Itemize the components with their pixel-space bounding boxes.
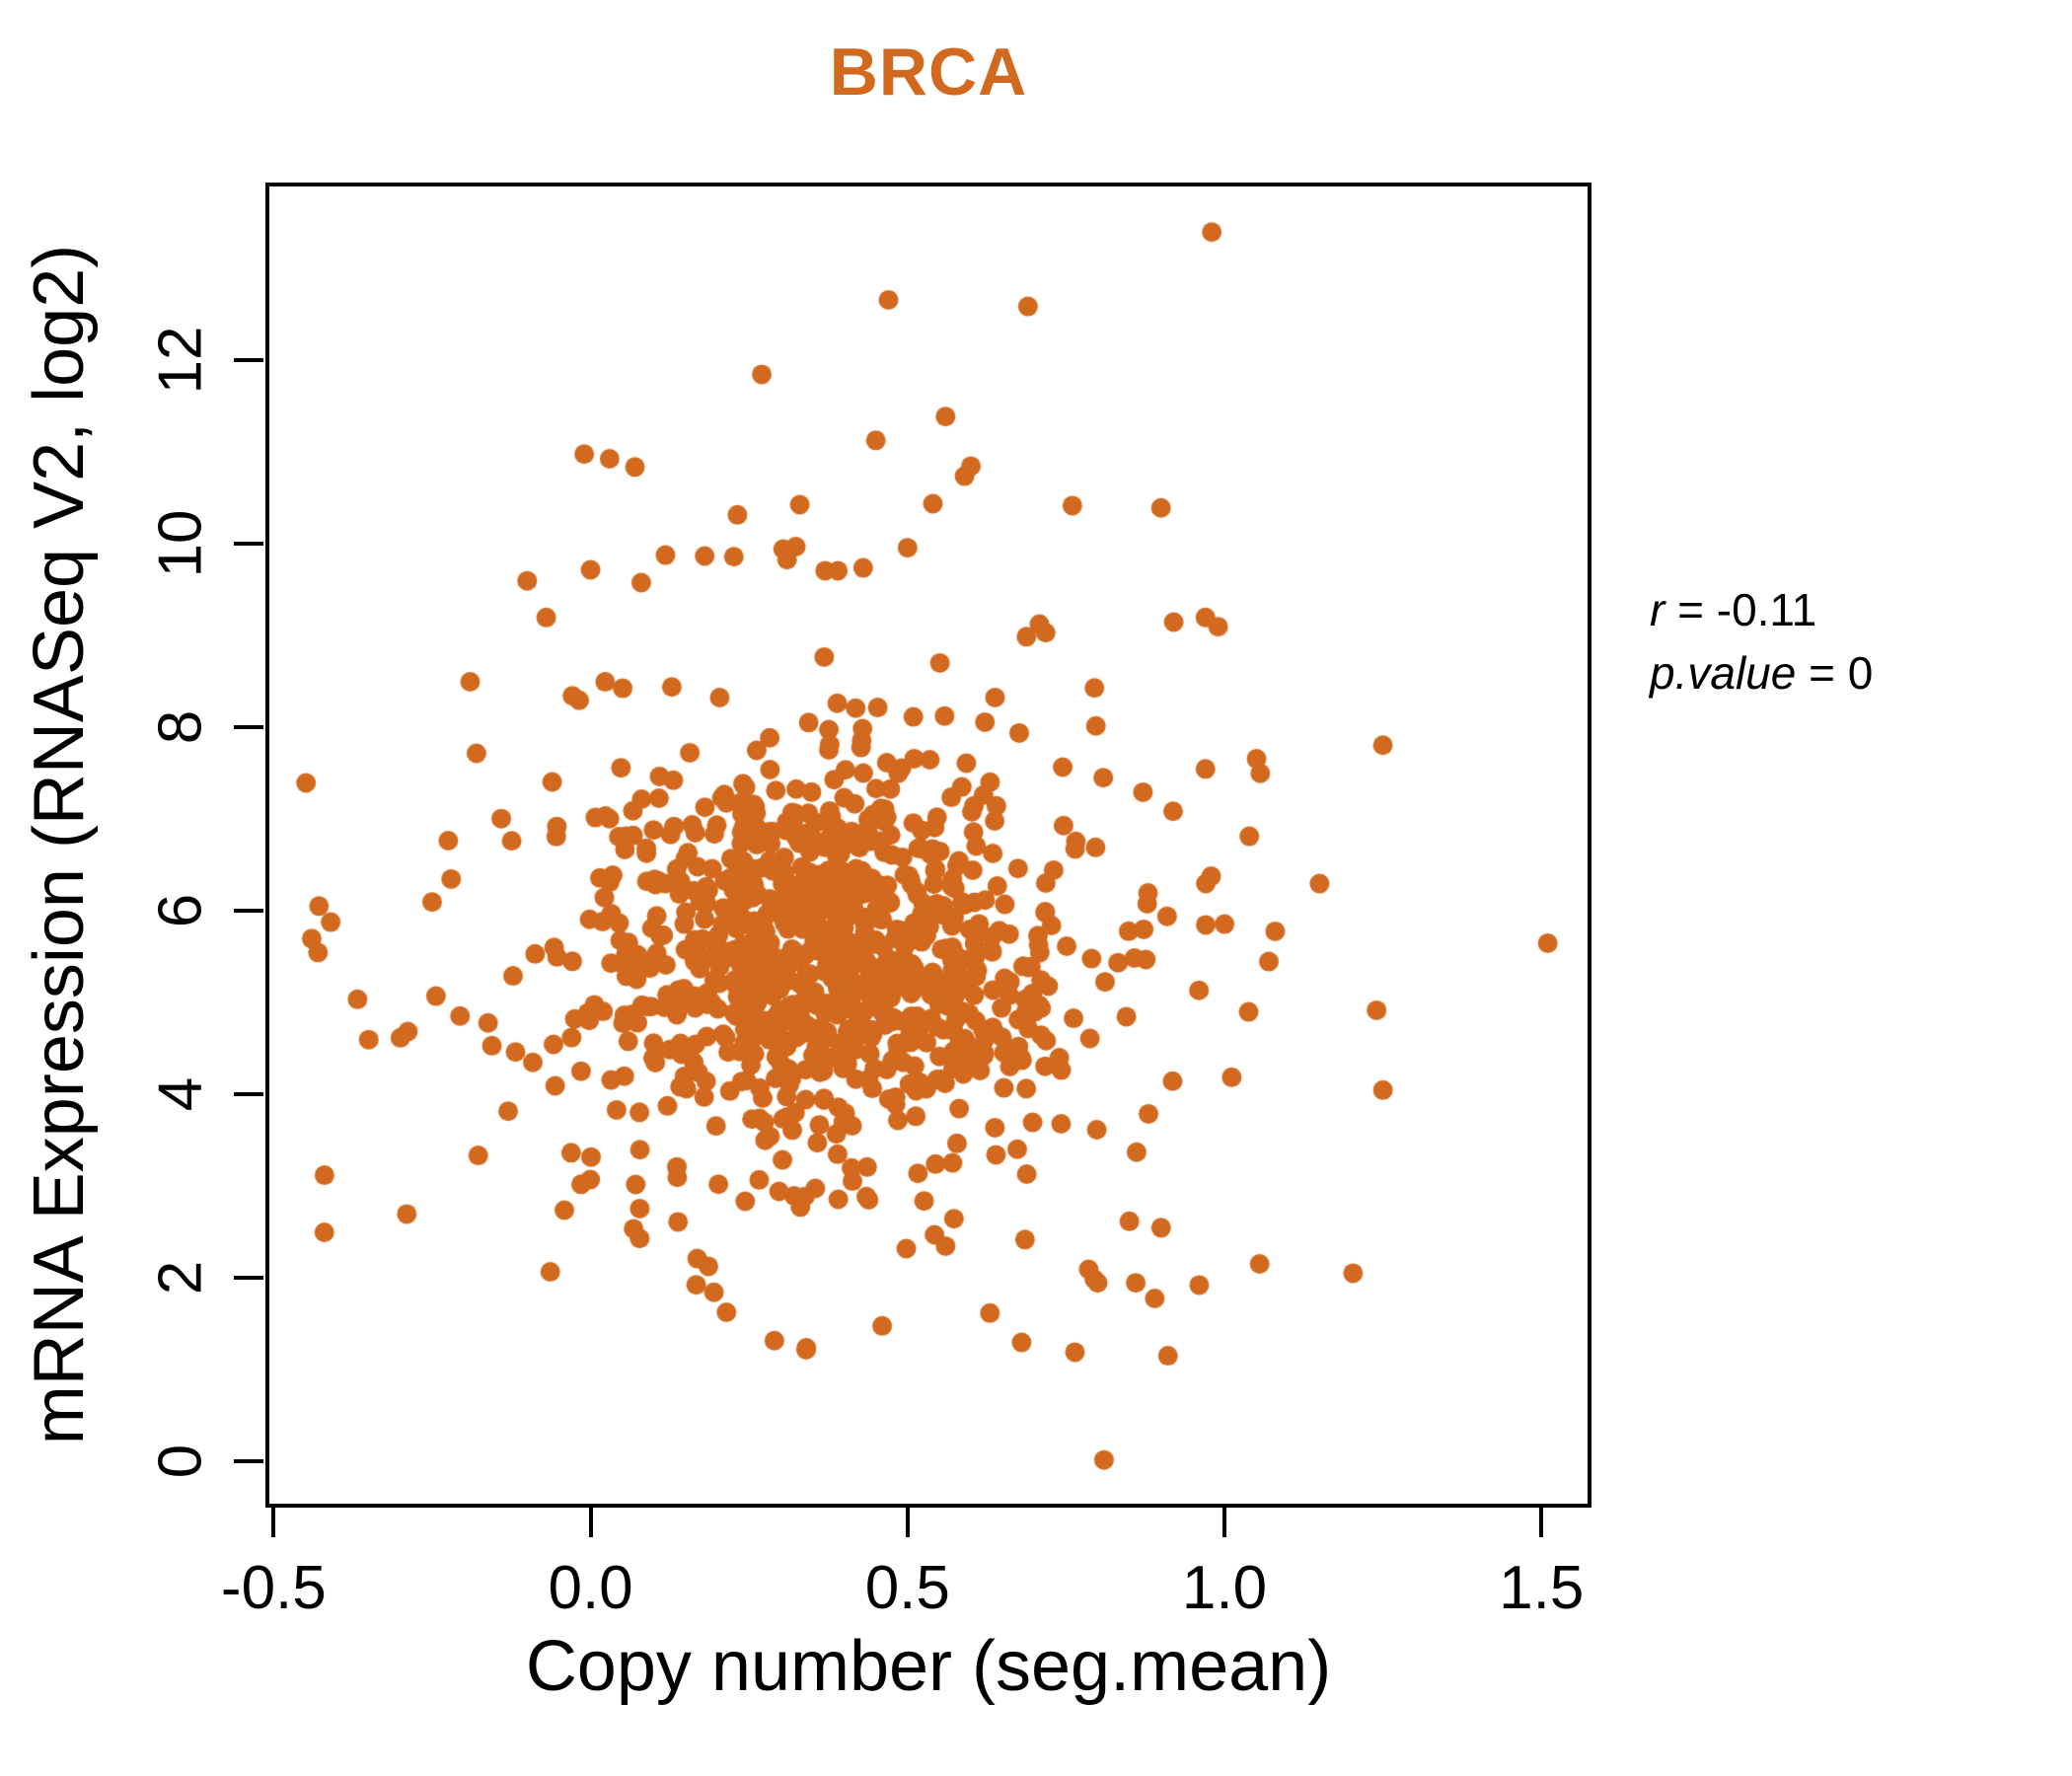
stats-annotation: r = -0.11 p.value = 0 [1650,578,1873,704]
y-tick-mark [234,725,263,730]
x-tick-label: 1.0 [1181,1554,1268,1622]
x-tick-label: 1.5 [1499,1554,1585,1622]
y-tick-mark [234,358,263,363]
y-tick-mark [234,1276,263,1281]
y-tick-mark [234,542,263,547]
x-tick-mark [905,1508,910,1537]
correlation-text: r = -0.11 [1650,578,1873,641]
y-tick-label: 0 [146,1444,215,1479]
correlation-variable: r [1650,584,1665,635]
pvalue-variable: p.value [1650,647,1797,699]
scatter-points-canvas [265,183,1591,1508]
y-tick-label: 12 [146,326,215,395]
y-tick-label: 4 [146,1077,215,1112]
y-tick-label: 6 [146,894,215,928]
y-tick-mark [234,1092,263,1097]
x-tick-label: 0.0 [548,1554,633,1622]
x-tick-mark [271,1508,276,1537]
x-tick-label: 0.5 [864,1554,950,1622]
y-axis-label: mRNA Expression (RNASeq V2, log2) [20,244,99,1445]
y-tick-mark [234,909,263,914]
x-tick-mark [1539,1508,1544,1537]
y-tick-label: 8 [146,710,215,745]
pvalue-value: = 0 [1796,647,1874,699]
y-tick-mark [234,1459,263,1464]
correlation-value: = -0.11 [1665,584,1817,635]
y-tick-label: 10 [146,509,215,578]
chart-title: BRCA [829,35,1028,110]
x-tick-label: -0.5 [220,1554,327,1622]
x-axis-label: Copy number (seg.mean) [525,1627,1332,1706]
x-tick-mark [588,1508,593,1537]
x-tick-mark [1222,1508,1227,1537]
pvalue-text: p.value = 0 [1650,641,1873,704]
y-tick-label: 2 [146,1261,215,1295]
